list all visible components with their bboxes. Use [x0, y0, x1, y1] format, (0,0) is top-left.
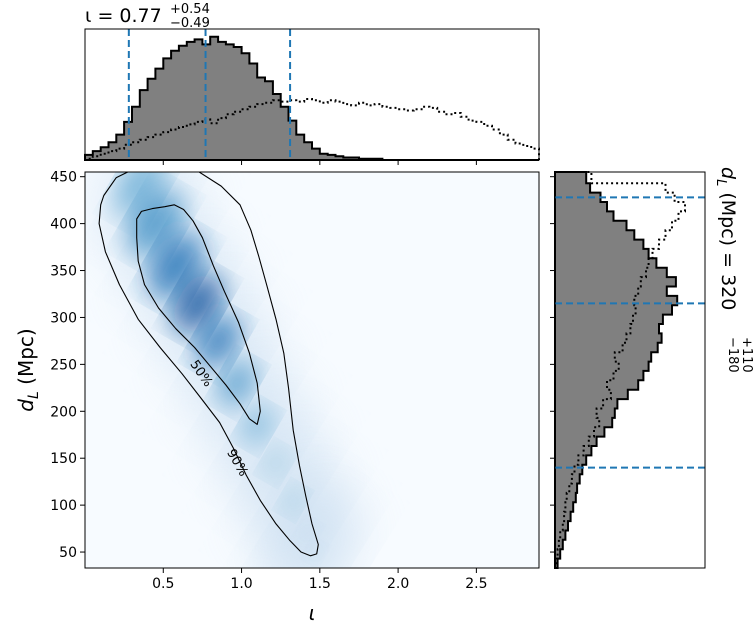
right-dotted-histogram — [555, 171, 686, 569]
right-marginal-title: dL (Mpc) = 320 — [713, 167, 739, 310]
top-marginal-title: ι = 0.77 — [85, 5, 162, 27]
top-title-main: ι = 0.77 — [85, 5, 162, 27]
x-axis-ticks: 0.5 1.0 1.5 2.0 2.5 — [152, 568, 488, 592]
joint-frame — [84, 171, 540, 569]
density-core-blob — [306, 542, 324, 562]
top-title-subscript: −0.49 — [170, 16, 210, 31]
top-marginal-frame — [84, 28, 540, 161]
y-tick-label: 50 — [59, 545, 77, 561]
right-title-middle: (Mpc) = 320 — [717, 186, 739, 310]
density-core-blob — [129, 190, 182, 257]
density-core-blob — [174, 273, 222, 333]
density-heatmap — [97, 172, 358, 568]
top-marginal-ticks — [162, 160, 477, 165]
right-marginal-ticks — [550, 176, 555, 553]
right-marginal-panel: dL (Mpc) = 320 +110 −180 — [550, 167, 753, 569]
top-title-superscript: +0.54 — [170, 2, 210, 17]
y-axis-label: dL (Mpc) — [14, 328, 42, 411]
y-tick-label: 300 — [50, 310, 77, 326]
y-tick-label: 250 — [50, 357, 77, 373]
contour-90-line — [98, 172, 319, 557]
y-tick-label: 450 — [50, 170, 77, 186]
joint-panel: 50%90% 0.5 1.0 1.5 2.0 2.5 50100150200250300… — [14, 170, 540, 625]
y-axis-label-main: d — [14, 399, 38, 412]
x-tick-label: 1.5 — [309, 576, 331, 592]
density-core-blob — [219, 361, 255, 406]
right-title-subscript-L: L — [713, 179, 728, 186]
contour-lines — [98, 172, 319, 557]
density-core-blob — [263, 447, 289, 478]
y-tick-label: 150 — [50, 451, 77, 467]
x-tick-label: 0.5 — [152, 576, 174, 592]
top-marginal-panel: ι = 0.77 +0.54 −0.49 — [84, 2, 540, 165]
x-tick-label: 2.5 — [465, 576, 487, 592]
right-title-superscript: +110 — [739, 337, 753, 373]
y-tick-label: 100 — [50, 498, 77, 514]
density-core-blob — [297, 521, 318, 545]
right-marginal-quantile-lines — [555, 196, 705, 469]
y-axis-ticks: 50 100 150 200 250 300 350 400 450 — [50, 170, 85, 561]
density-core-blob — [282, 487, 305, 514]
contour-50-line — [136, 204, 261, 425]
x-tick-label: 2.0 — [387, 576, 409, 592]
right-title-subscript: −180 — [725, 337, 740, 373]
top-dotted-histogram — [84, 98, 540, 160]
right-marginal-histograms — [554, 171, 686, 569]
density-core-blob — [242, 406, 273, 444]
right-marginal-frame — [554, 171, 706, 569]
y-tick-label: 350 — [50, 264, 77, 280]
x-axis-label: ι — [309, 601, 316, 625]
y-tick-label: 200 — [50, 404, 77, 420]
right-title-d: d — [717, 167, 739, 180]
y-axis-label-subscript: L — [26, 391, 42, 399]
x-tick-label: 1.0 — [230, 576, 252, 592]
y-axis-label-unit: (Mpc) — [14, 328, 38, 391]
density-core-blob — [149, 232, 203, 299]
density-core-blob — [197, 315, 240, 367]
y-tick-label: 400 — [50, 217, 77, 233]
